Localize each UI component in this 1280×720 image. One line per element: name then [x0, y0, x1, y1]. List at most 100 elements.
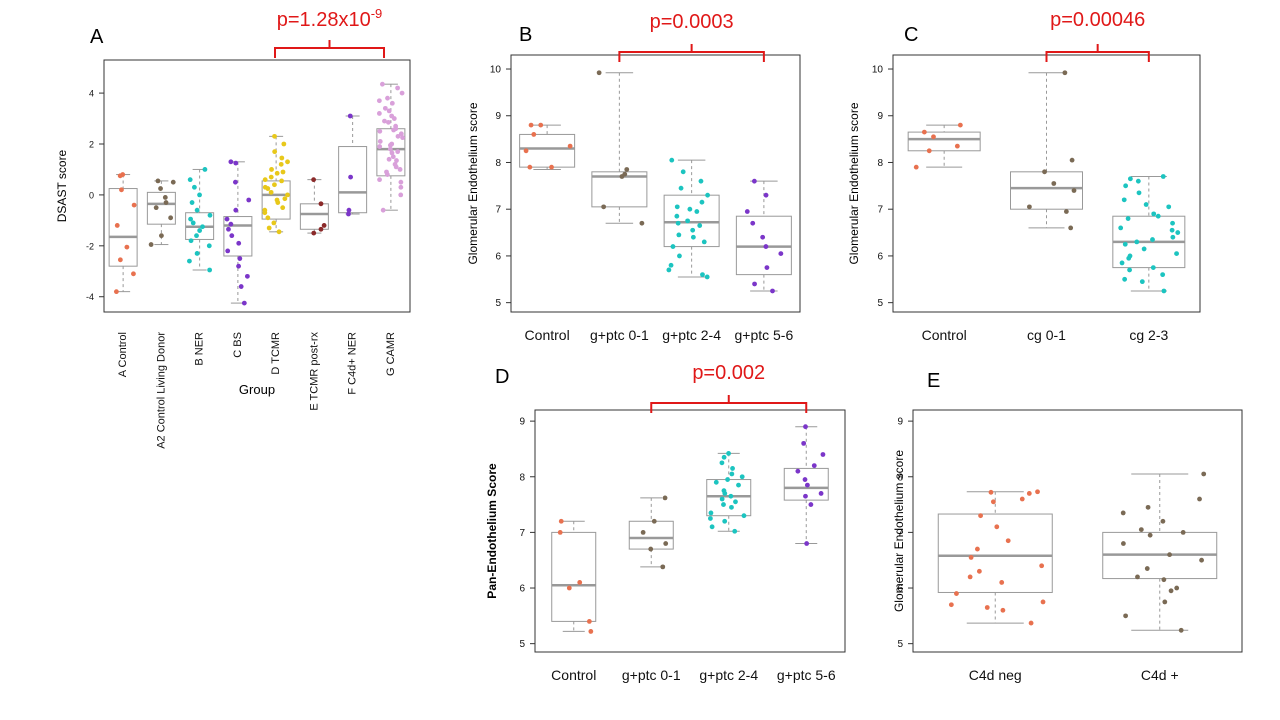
- box-e-tcmr-post-rx: [299, 177, 329, 236]
- box-control: [551, 518, 597, 634]
- data-point: [1127, 267, 1132, 273]
- data-point: [705, 192, 710, 198]
- x-category-label: g+ptc 0-1: [590, 327, 649, 343]
- y-tick-label: 2: [89, 140, 94, 150]
- data-point: [393, 126, 399, 132]
- data-point: [726, 450, 731, 456]
- x-category-label: C BS: [232, 332, 244, 358]
- data-point: [538, 122, 544, 128]
- data-point: [763, 244, 769, 249]
- data-point: [818, 491, 824, 496]
- data-point: [1161, 288, 1167, 294]
- data-point: [194, 233, 199, 239]
- x-category-label: C4d +: [1141, 667, 1179, 683]
- data-point: [721, 488, 727, 494]
- data-point: [1166, 204, 1172, 210]
- data-point: [802, 477, 808, 482]
- data-point: [155, 178, 161, 184]
- iqr-box: [937, 513, 1053, 593]
- data-point: [984, 605, 990, 610]
- y-tick-label: 5: [519, 639, 525, 650]
- y-tick-label: 8: [519, 472, 525, 483]
- data-point: [685, 218, 691, 224]
- data-point: [244, 273, 250, 279]
- data-point: [978, 513, 983, 519]
- data-point: [266, 225, 272, 231]
- data-point: [680, 169, 686, 175]
- data-point: [528, 122, 534, 128]
- data-point: [804, 541, 810, 546]
- y-tick-label: 6: [897, 584, 903, 595]
- data-point: [282, 196, 288, 202]
- data-point: [1125, 216, 1131, 221]
- data-point: [770, 288, 775, 294]
- data-point: [677, 253, 682, 259]
- y-axis-label: Glomerular Endothelium score: [466, 102, 480, 264]
- data-point: [190, 220, 196, 226]
- data-point: [527, 164, 533, 170]
- data-point: [1039, 563, 1045, 569]
- box-c4d-neg: [937, 489, 1053, 626]
- data-point: [601, 204, 607, 210]
- data-point: [159, 233, 164, 239]
- data-point: [804, 482, 810, 488]
- data-point: [811, 463, 817, 469]
- data-point: [158, 186, 163, 191]
- data-point: [736, 482, 741, 488]
- data-point: [376, 98, 382, 104]
- y-tick-label: 6: [495, 251, 501, 262]
- data-point: [272, 149, 278, 155]
- data-point: [1127, 253, 1133, 259]
- iqr-box: [338, 146, 368, 214]
- data-point: [380, 207, 386, 213]
- data-point: [1174, 251, 1179, 256]
- data-point: [1141, 246, 1147, 252]
- data-point: [1201, 471, 1207, 477]
- data-point: [232, 179, 238, 185]
- data-point: [1151, 211, 1157, 217]
- panel-A: A -4 -2 0 2 4 DSAST score A Control A2 Control L…: [55, 6, 411, 449]
- data-point: [1150, 237, 1155, 242]
- data-point: [347, 113, 353, 119]
- data-point: [567, 143, 573, 149]
- data-point: [385, 95, 390, 101]
- data-point: [188, 216, 193, 222]
- x-category-label: cg 2-3: [1129, 327, 1168, 343]
- data-point: [1035, 489, 1040, 495]
- data-point: [281, 141, 287, 147]
- x-category-label: Control: [525, 327, 570, 343]
- data-point: [226, 226, 231, 232]
- data-point: [131, 202, 137, 208]
- data-point: [622, 171, 628, 177]
- panel-label: B: [519, 24, 532, 46]
- data-point: [276, 229, 282, 235]
- data-point: [803, 493, 808, 499]
- data-point: [389, 150, 395, 156]
- panel-label: E: [927, 370, 940, 392]
- data-point: [1135, 574, 1140, 580]
- data-point: [729, 471, 735, 477]
- data-point: [954, 143, 960, 149]
- data-point: [1180, 529, 1186, 535]
- data-point: [1147, 532, 1153, 538]
- data-point: [274, 197, 280, 203]
- data-point: [728, 493, 734, 499]
- data-point: [976, 568, 982, 574]
- data-point: [729, 504, 734, 510]
- data-point: [988, 489, 994, 495]
- iqr-box: [376, 128, 406, 177]
- data-point: [808, 502, 814, 507]
- panel-label: A: [90, 26, 104, 48]
- y-tick-label: 7: [495, 205, 501, 216]
- data-point: [389, 113, 395, 119]
- data-point: [648, 546, 654, 552]
- data-point: [687, 206, 693, 212]
- data-point: [1120, 541, 1126, 546]
- data-point: [346, 207, 352, 213]
- data-point: [265, 215, 271, 221]
- data-point: [558, 518, 564, 524]
- data-point: [764, 265, 770, 271]
- data-point: [229, 233, 235, 239]
- x-category-label: g+ptc 2-4: [699, 667, 758, 683]
- significance-bracket: [274, 47, 385, 58]
